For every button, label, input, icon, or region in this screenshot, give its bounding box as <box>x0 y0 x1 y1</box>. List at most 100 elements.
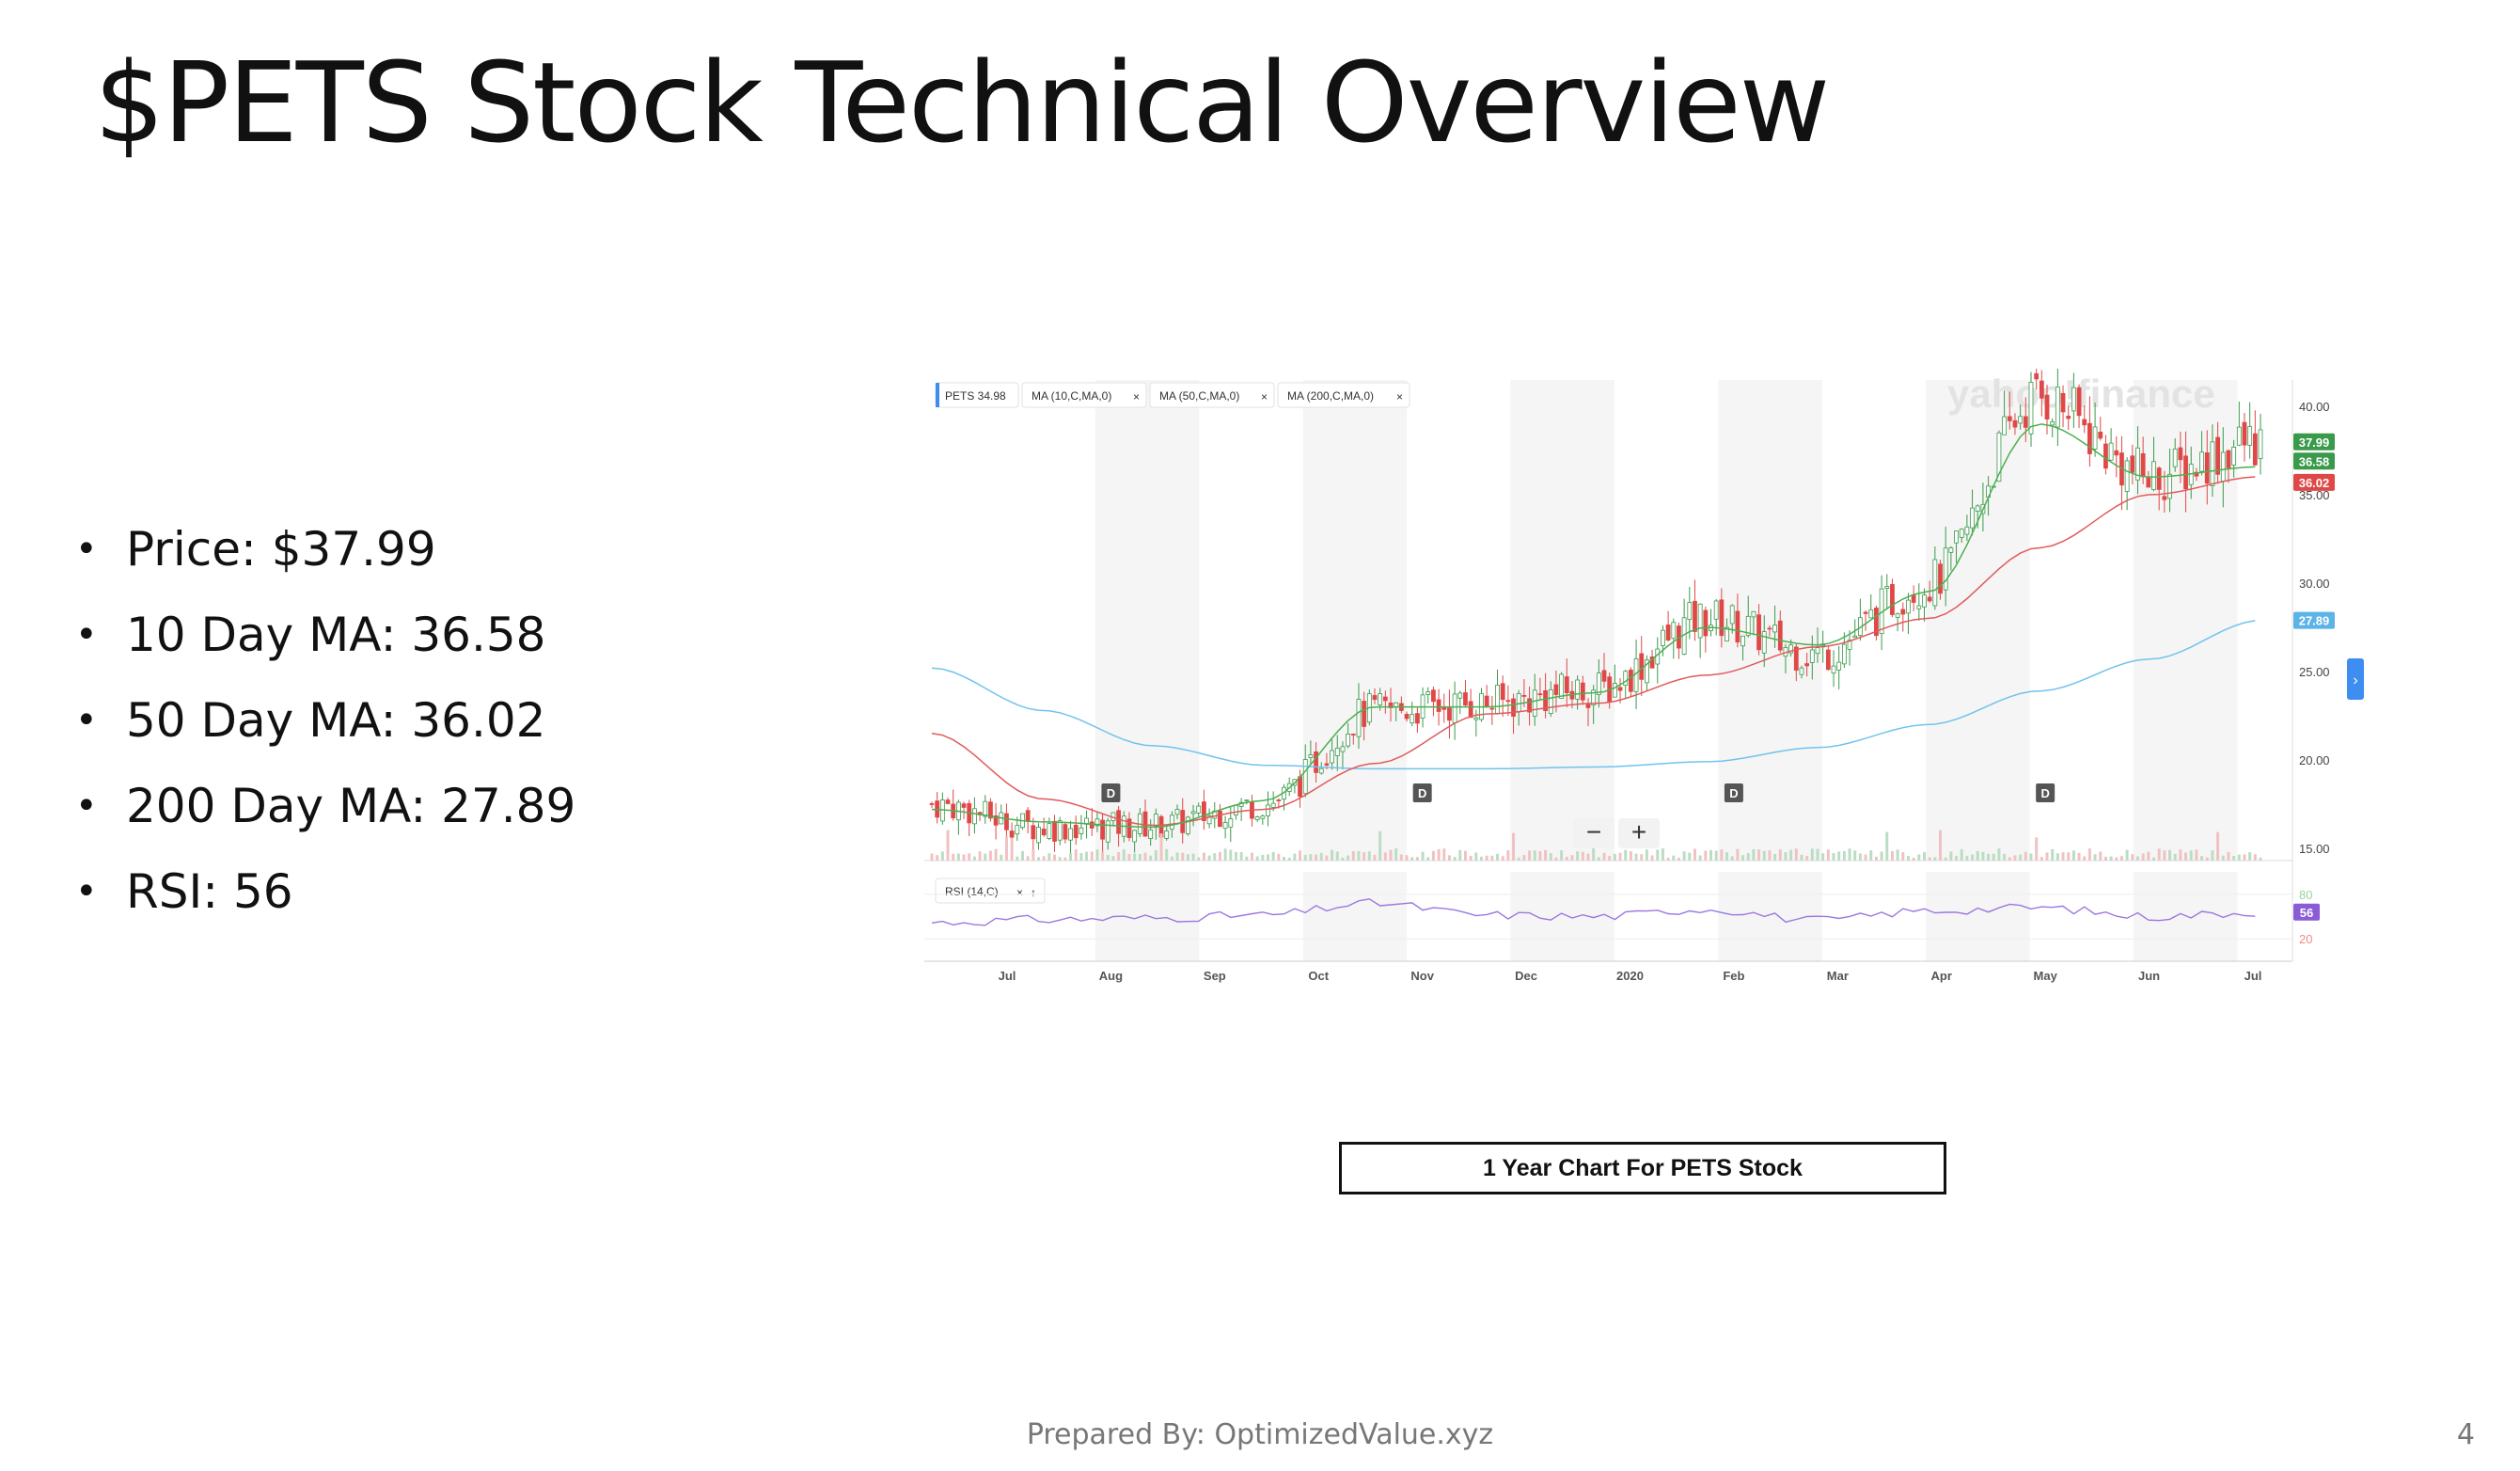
volume-bar <box>1746 853 1750 861</box>
candle-body <box>1927 596 1932 602</box>
candle-body <box>1906 599 1911 614</box>
candle-body <box>1863 611 1868 614</box>
price-tag <box>2293 611 2335 629</box>
stats-list: • Price: $37.99 • 10 Day MA: 36.58 • 50 Day… <box>73 515 575 943</box>
chart-caption: 1 Year Chart For PETS Stock <box>1339 1142 1946 1194</box>
volume-bar <box>2157 848 2161 861</box>
volume-bar <box>1570 855 1574 861</box>
candle-body <box>2162 496 2167 500</box>
candle-body <box>1729 605 1735 625</box>
expand-tab[interactable] <box>2347 658 2364 700</box>
candle-body <box>2226 450 2231 468</box>
volume-bar <box>1165 848 1169 861</box>
volume-bar <box>984 853 987 861</box>
indicator-pill-label: MA (50,C,MA,0) <box>1159 389 1239 403</box>
candle-body <box>983 800 988 817</box>
volume-bar <box>1517 857 1520 861</box>
indicator-pill-label: PETS 34.98 <box>945 389 1006 403</box>
close-icon[interactable]: × <box>1261 390 1268 403</box>
volume-bar <box>1394 848 1398 861</box>
volume-bar <box>1837 851 1841 861</box>
candle-body <box>1788 644 1794 654</box>
volume-bar <box>1032 849 1035 861</box>
volume-bar <box>2109 856 2113 861</box>
candle-body <box>1302 759 1308 795</box>
volume-bar <box>1181 852 1185 861</box>
candle-body <box>1639 653 1645 680</box>
close-icon[interactable]: × <box>1016 886 1023 899</box>
candle-body <box>1447 707 1452 721</box>
candle-body <box>1804 663 1810 667</box>
candle-body <box>1649 656 1655 669</box>
candle-body <box>1174 809 1180 815</box>
volume-bar <box>1063 857 1067 861</box>
candle-body <box>2012 419 2018 428</box>
zoom-in-button[interactable] <box>1618 818 1660 848</box>
candle-body <box>2055 386 2060 428</box>
close-icon[interactable]: × <box>1396 390 1403 403</box>
volume-bar <box>1666 857 1670 861</box>
volume-bar <box>1784 852 1788 861</box>
bullet-icon: • <box>75 613 98 656</box>
volume-bar <box>2184 852 2188 861</box>
indicator-pill[interactable] <box>1021 382 1147 408</box>
x-tick-label: Oct <box>1308 969 1329 983</box>
candle-body <box>1041 829 1047 836</box>
y-tick-label: 35.00 <box>2299 488 2330 502</box>
dividend-marker[interactable] <box>1412 783 1432 802</box>
candle-body <box>1596 672 1601 695</box>
dividend-marker[interactable] <box>1724 783 1743 802</box>
candle-body <box>1015 825 1020 835</box>
candle-body <box>1970 507 1975 529</box>
indicator-pill[interactable] <box>1149 382 1275 408</box>
volume-bar <box>1469 855 1473 861</box>
chart-expand-control[interactable]: › <box>2347 658 2364 700</box>
bullet-icon: • <box>75 870 98 913</box>
volume-bar <box>1277 853 1281 861</box>
candle-body <box>1330 750 1335 764</box>
dividend-marker-label: D <box>2040 786 2049 800</box>
y-tick-label: 20.00 <box>2299 753 2330 767</box>
candle-body <box>1959 529 1964 538</box>
rsi-pill[interactable] <box>935 878 1046 904</box>
volume-bar <box>1896 849 1899 861</box>
dividend-marker[interactable] <box>2036 783 2055 802</box>
volume-bar <box>1367 851 1371 861</box>
arrow-up-icon[interactable]: ↑ <box>1031 886 1036 899</box>
volume-bar <box>1479 856 1483 861</box>
volume-bar <box>1058 857 1062 861</box>
price-tag <box>2293 433 2335 451</box>
candle-body <box>1831 665 1836 674</box>
volume-bar <box>1053 854 1057 861</box>
volume-bar <box>2227 851 2230 861</box>
dividend-marker[interactable] <box>1101 783 1121 802</box>
candle-body <box>1116 810 1122 834</box>
volume-bar <box>1597 857 1600 861</box>
volume-bar <box>1490 855 1494 861</box>
volume-bar <box>1677 857 1680 861</box>
volume-bar <box>1378 830 1382 861</box>
volume-bar <box>1299 850 1302 861</box>
volume-bar <box>1506 850 1510 861</box>
candle-body <box>1815 647 1820 655</box>
indicator-pill[interactable] <box>1277 382 1410 408</box>
volume-bar <box>952 853 955 861</box>
candle-body <box>1164 830 1170 839</box>
volume-bar <box>1213 853 1217 861</box>
volume-bar <box>1149 855 1153 861</box>
candle-body <box>2028 382 2034 435</box>
volume-bar <box>1960 848 1963 861</box>
candle-body <box>1206 815 1212 825</box>
volume-bar <box>962 854 966 861</box>
close-icon[interactable]: × <box>1133 390 1140 403</box>
month-band <box>1302 380 1408 861</box>
volume-bar <box>1357 850 1361 861</box>
volume-bar <box>2253 854 2257 861</box>
volume-bar <box>2024 851 2027 861</box>
volume-bar <box>1576 851 1580 861</box>
zoom-out-button[interactable] <box>1573 818 1614 848</box>
volume-bar <box>1138 854 1142 861</box>
volume-bar <box>1303 854 1307 861</box>
volume-bar <box>1175 852 1179 861</box>
candle-body <box>1841 643 1847 665</box>
